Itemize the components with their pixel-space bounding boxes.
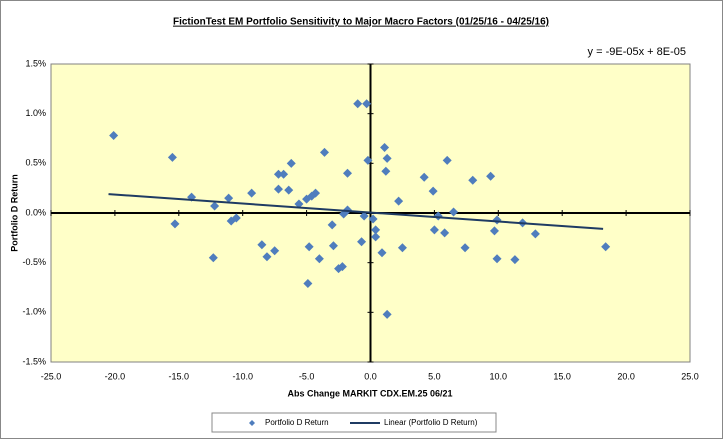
scatter-point: [380, 142, 390, 152]
trend-equation: y = -9E-05x + 8E-05: [588, 46, 686, 58]
y-tick-label: 1.0%: [25, 108, 46, 118]
legend-label: Linear (Portfolio D Return): [384, 418, 478, 427]
y-axis-title: Portfolio D Return: [9, 174, 19, 252]
x-tick-label: 20.0: [617, 371, 635, 381]
scatter-point: [368, 214, 378, 224]
scatter-point: [381, 166, 391, 176]
scatter-point: [460, 243, 470, 253]
scatter-point: [170, 219, 180, 229]
scatter-point: [530, 229, 540, 239]
scatter-point: [311, 188, 321, 198]
scatter-point: [371, 225, 381, 235]
scatter-point: [314, 254, 324, 264]
scatter-point: [429, 225, 439, 235]
scatter-point: [468, 175, 478, 185]
scatter-point: [109, 131, 119, 141]
scatter-point: [442, 155, 452, 165]
scatter-point: [210, 201, 220, 211]
legend-marker: [249, 420, 255, 426]
scatter-point: [270, 246, 280, 256]
scatter-point: [294, 199, 304, 209]
x-tick-label: -15.0: [169, 371, 190, 381]
x-tick-label: -5.0: [299, 371, 315, 381]
y-tick-label: -1.0%: [22, 307, 46, 317]
x-tick-label: -10.0: [232, 371, 253, 381]
scatter-point: [224, 193, 234, 203]
x-tick-label: 25.0: [681, 371, 699, 381]
scatter-point: [273, 184, 283, 194]
scatter-point: [284, 185, 294, 195]
trendline: [108, 193, 604, 230]
scatter-point: [394, 196, 404, 206]
scatter-point: [489, 226, 499, 236]
scatter-point: [208, 253, 218, 263]
scatter-point: [382, 153, 392, 163]
scatter-point: [167, 152, 177, 162]
x-tick-label: -20.0: [105, 371, 126, 381]
scatter-point: [328, 241, 338, 251]
scatter-point: [397, 243, 407, 253]
x-tick-label: 15.0: [553, 371, 571, 381]
x-tick-label: 10.0: [490, 371, 508, 381]
y-tick-label: 0.5%: [25, 158, 46, 168]
scatter-point: [327, 220, 337, 230]
scatter-point: [304, 242, 314, 252]
y-tick-label: -0.5%: [22, 257, 46, 267]
scatter-point: [342, 168, 352, 178]
x-axis-title: Abs Change MARKIT CDX.EM.25 06/21: [287, 388, 452, 398]
scatter-point: [363, 155, 373, 165]
x-tick-label: 0.0: [364, 371, 377, 381]
scatter-point: [440, 228, 450, 238]
scatter-point: [449, 207, 459, 217]
scatter-point: [353, 99, 363, 109]
scatter-point: [357, 237, 367, 247]
scatter-point: [247, 188, 257, 198]
y-tick-label: -1.5%: [22, 356, 46, 366]
scatter-point: [231, 213, 241, 223]
scatter-point: [382, 309, 392, 319]
scatter-point: [257, 240, 267, 250]
scatter-point: [371, 232, 381, 242]
scatter-point: [262, 252, 272, 262]
scatter-point: [377, 248, 387, 258]
x-tick-label: 5.0: [428, 371, 441, 381]
scatter-point: [279, 169, 289, 179]
scatter-point: [319, 147, 329, 157]
y-tick-label: 1.5%: [25, 58, 46, 68]
chart-title: FictionTest EM Portfolio Sensitivity to …: [173, 17, 549, 28]
scatter-point: [359, 211, 369, 221]
scatter-point: [337, 262, 347, 272]
x-tick-label: -25.0: [41, 371, 62, 381]
y-tick-label: 0.0%: [25, 207, 46, 217]
scatter-point: [428, 186, 438, 196]
scatter-point: [486, 171, 496, 181]
scatter-point: [286, 158, 296, 168]
scatter-point: [601, 242, 611, 252]
legend-label: Portfolio D Return: [265, 418, 329, 427]
scatter-point: [303, 279, 313, 289]
scatter-point: [510, 255, 520, 265]
scatter-point: [273, 169, 283, 179]
scatter-point: [362, 99, 372, 109]
scatter-point: [419, 172, 429, 182]
scatter-point: [492, 254, 502, 264]
